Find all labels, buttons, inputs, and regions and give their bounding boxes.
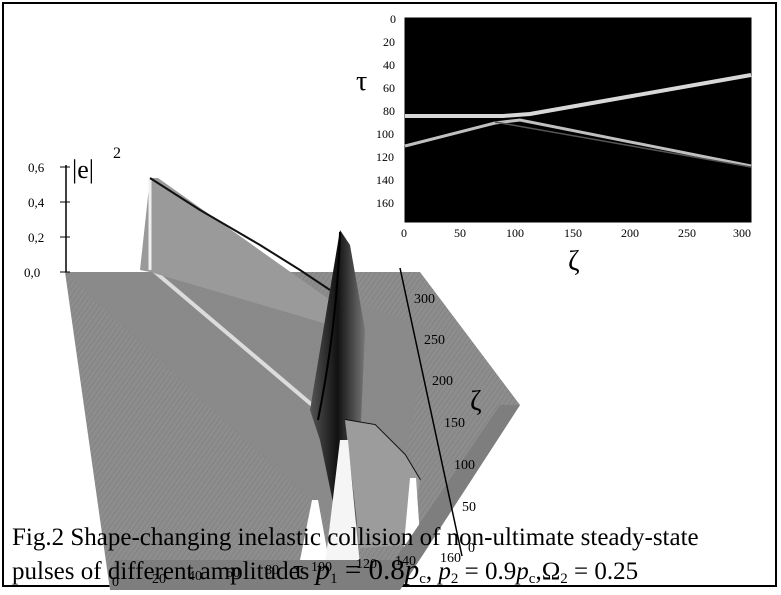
caption-p2: p (438, 558, 451, 585)
inset-x-tick-250: 250 (678, 226, 696, 240)
tau-tick-120: 120 (356, 557, 377, 572)
caption-line-2-prefix: pulses of different amplitudes (12, 558, 316, 585)
pulse1-ridge-line (146, 264, 320, 412)
z-tick-label-02: 0,2 (28, 230, 44, 245)
inset-y-tick-160: 160 (376, 196, 394, 210)
collision-peak-edge (317, 231, 341, 421)
inset-x-axis-label: ζ (568, 246, 580, 277)
inset-plot: 0 20 40 60 80 100 120 140 160 τ 0 50 100… (356, 12, 752, 277)
inset-x-tick-50: 50 (454, 226, 466, 240)
inset-x-tick-0: 0 (401, 226, 407, 240)
inset-y-tick-120: 120 (376, 150, 394, 164)
inset-x-tick-300: 300 (733, 226, 751, 240)
inset-y-tick-0: 0 (390, 12, 396, 26)
caption-p2-c-sub: c (528, 571, 536, 587)
zeta-tick-300: 300 (414, 292, 435, 307)
surface-front-face (110, 405, 520, 590)
inset-trace-pulse2-faint (494, 121, 752, 168)
front-peak-2 (325, 440, 360, 566)
inset-y-tick-140: 140 (376, 173, 394, 187)
caption-omega-sub: 2 (560, 571, 568, 587)
caption-p1-c: p (404, 554, 420, 586)
inset-panel (404, 17, 752, 223)
figure-caption: Fig.2 Shape-changing inelastic collision… (12, 522, 772, 595)
zeta-tick-0: 0 (468, 541, 475, 556)
pulse1-crest (140, 178, 345, 325)
tau-axis-label: τ (293, 555, 303, 584)
zeta-tick-200: 200 (432, 374, 453, 389)
inset-trace-pulse1 (405, 73, 752, 118)
zeta-tick-50: 50 (462, 500, 476, 515)
z-tick-label-0: 0,0 (24, 265, 40, 280)
inset-y-tick-20: 20 (383, 35, 395, 49)
inset-y-tick-80: 80 (383, 104, 395, 118)
inset-x-tick-150: 150 (564, 226, 582, 240)
inset-y-tick-40: 40 (383, 58, 395, 72)
inset-y-axis-label: τ (356, 66, 367, 97)
z-tick-label-06: 0,6 (28, 160, 45, 175)
tau-tick-20: 20 (152, 572, 166, 587)
tau-tick-100: 100 (311, 560, 332, 575)
tau-tick-40: 40 (188, 569, 202, 584)
zeta-tick-150: 150 (444, 416, 465, 431)
caption-p1: p (315, 554, 331, 586)
caption-p2-c: p (516, 558, 529, 585)
inset-x-tick-200: 200 (621, 226, 639, 240)
zeta-axis-line (399, 267, 463, 557)
z-axis-label: |e| (72, 155, 94, 184)
inset-y-tick-100: 100 (376, 127, 394, 141)
tau-tick-160: 160 (440, 551, 461, 566)
inset-x-tick-100: 100 (506, 226, 524, 240)
caption-p2-sub: 2 (450, 571, 459, 587)
tau-tick-80: 80 (265, 563, 279, 578)
pulse2-ridge-face (345, 420, 420, 548)
caption-line-2: pulses of different amplitudes p1 = 0.8p… (12, 554, 639, 587)
caption-p1-c-sub: c (419, 571, 426, 587)
caption-omega-eq: = 0.25 (567, 558, 639, 585)
pulse1-crest-edge (149, 177, 331, 291)
tau-tick-140: 140 (395, 554, 416, 569)
caption-omega: Ω (541, 558, 561, 585)
front-peak-1 (300, 500, 330, 566)
tau-tick-0: 0 (112, 575, 119, 590)
zeta-axis-label: ζ (470, 386, 482, 417)
z-axis-power: 2 (113, 145, 121, 162)
inset-y-tick-60: 60 (383, 81, 395, 95)
caption-p1-eq: = 0.8 (337, 554, 405, 586)
zeta-tick-250: 250 (424, 333, 445, 348)
inset-trace-pulse2 (404, 118, 752, 168)
caption-p2-eq: = 0.9 (458, 558, 517, 585)
zeta-tick-100: 100 (454, 458, 475, 473)
z-tick-label-04: 0,4 (28, 195, 45, 210)
caption-p1-sub: 1 (330, 571, 338, 587)
caption-line-1: Fig.2 Shape-changing inelastic collision… (12, 524, 699, 551)
tau-tick-60: 60 (226, 566, 240, 581)
